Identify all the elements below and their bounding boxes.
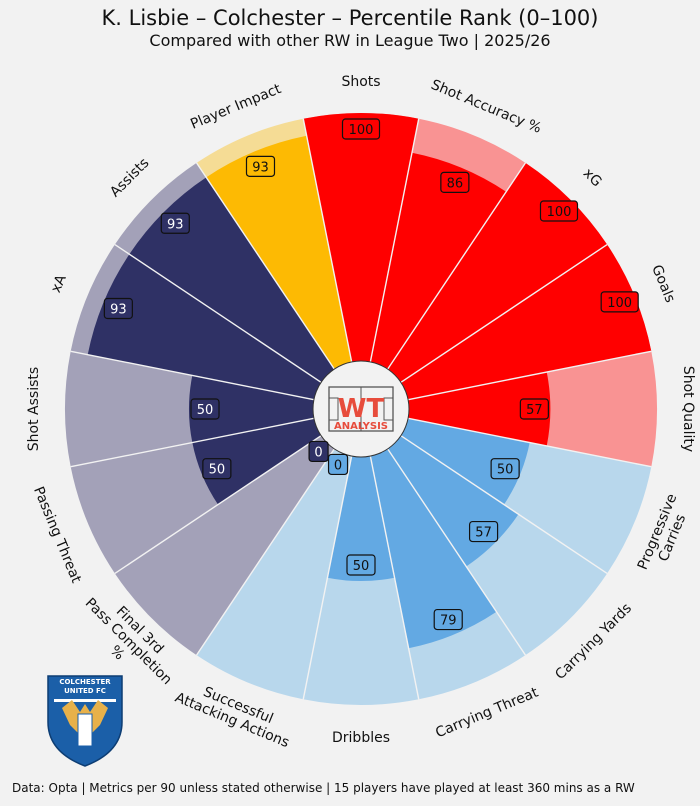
value-badge-text: 100 [607, 296, 632, 311]
label-dribbles: Dribbles [332, 730, 390, 746]
value-badge-final-3rd-pass-completion: 0 [308, 440, 329, 463]
divider-line [407, 417, 652, 468]
value-badge-text: 0 [314, 445, 322, 460]
divider-line [70, 417, 315, 468]
label-shot-assists: Shot Assists [26, 367, 42, 451]
bar-shots [303, 112, 419, 362]
value-badge-box [468, 520, 499, 543]
divider-line [302, 455, 353, 700]
label-shot-quality: Shot Quality [680, 366, 696, 452]
value-badge-shot-assists: 50 [190, 398, 220, 420]
value-badge-progressive-carries: 50 [490, 458, 520, 480]
value-badge-text: 100 [547, 205, 572, 220]
value-badge-box [346, 554, 376, 576]
value-badge-box [600, 291, 639, 313]
value-badge-shot-accuracy: 86 [440, 171, 470, 193]
value-badge-dribbles: 50 [346, 554, 376, 576]
value-badge-box [440, 171, 470, 193]
crest-line2: UNITED FC [64, 687, 106, 695]
logo-analysis-text: ANALYSIS [334, 421, 388, 432]
value-badge-box [490, 458, 520, 480]
value-badge-player-impact: 93 [245, 155, 276, 177]
bar-goals [400, 244, 652, 400]
logo-wt-text: WT [338, 394, 385, 424]
chart-title: K. Lisbie – Colchester – Percentile Rank… [101, 6, 599, 30]
divider-line [70, 350, 315, 401]
value-badge-text: 57 [475, 526, 492, 541]
divider-line [407, 350, 652, 401]
divider-line [195, 162, 335, 370]
value-badge-xa: 93 [103, 297, 133, 320]
bar-player-impact [206, 135, 352, 370]
label-shots: Shots [341, 74, 380, 90]
footer-note: Data: Opta | Metrics per 90 unless state… [12, 781, 635, 795]
crest-castle-icon [77, 713, 93, 747]
value-badge-text: 50 [497, 463, 514, 478]
value-badge-text: 50 [209, 463, 226, 478]
value-badge-box [327, 453, 349, 476]
divider-line [195, 448, 335, 656]
value-badge-text: 86 [447, 176, 464, 191]
value-badge-box [190, 398, 220, 420]
bar-xa [87, 254, 322, 400]
value-badge-box [341, 118, 381, 140]
bar-dribbles [327, 456, 395, 581]
bar-shot-accuracy [370, 152, 507, 370]
value-badge-box [539, 200, 579, 222]
value-badge-carrying-yards: 57 [468, 520, 499, 543]
value-badge-box [308, 440, 329, 463]
value-badge-box [519, 398, 549, 420]
value-badge-text: 0 [334, 458, 342, 473]
value-badge-assists: 93 [160, 212, 190, 234]
center-logo: WT ANALYSIS [312, 360, 410, 458]
divider-line [369, 455, 420, 700]
bar-shot-assists [189, 375, 314, 443]
divider-line [387, 162, 527, 370]
value-badge-text: 57 [526, 403, 543, 418]
pitch-box-right-icon [383, 397, 394, 421]
value-badge-text: 79 [440, 614, 457, 629]
value-badge-passing-threat: 50 [202, 458, 232, 480]
value-badge-box [433, 608, 463, 631]
divider-line [400, 243, 608, 383]
bar-progressive-carries [400, 418, 530, 505]
divider-line [114, 243, 322, 383]
label-xa: xA [48, 272, 70, 295]
bar-shot-quality [408, 372, 551, 446]
value-badge-text: 93 [110, 302, 127, 317]
value-badge-goals: 100 [600, 291, 639, 313]
value-badge-box [160, 212, 190, 234]
pitch-box-left-icon [328, 397, 339, 421]
value-badges: 100 86 100 100 57 50 57 79 50 00 50 50 93 93 93 [103, 118, 639, 631]
bar-carrying-threat [370, 448, 497, 649]
divider-line [400, 435, 608, 575]
sector-bg-final-3rd-pass-completion [114, 435, 335, 656]
value-badge-shots: 100 [341, 118, 381, 140]
value-badge-box [202, 458, 232, 480]
divider-line [387, 448, 527, 656]
value-badge-xg: 100 [539, 200, 579, 222]
value-badge-box [103, 297, 133, 320]
value-badge-text: 93 [167, 217, 184, 232]
crest-line1: COLCHESTER [59, 678, 111, 686]
value-badge-text: 50 [353, 559, 370, 574]
value-badge-carrying-threat: 79 [433, 608, 463, 631]
divider-line [369, 118, 420, 363]
sector-dividers [70, 118, 652, 700]
value-badge-text: 50 [197, 403, 214, 418]
value-badge-shot-quality: 57 [519, 398, 549, 420]
value-badge-successful-attacking-actions: 0 [327, 453, 349, 476]
value-badge-text: 93 [252, 160, 269, 175]
value-badge-text: 100 [349, 123, 374, 138]
crest-band-icon [54, 699, 116, 702]
sector-bg-successful-attacking-actions [196, 448, 352, 700]
chart-subtitle: Compared with other RW in League Two | 2… [149, 31, 551, 50]
bar-passing-threat [192, 418, 322, 505]
divider-line [302, 118, 353, 363]
divider-line [114, 435, 322, 575]
value-badge-box [245, 155, 276, 177]
